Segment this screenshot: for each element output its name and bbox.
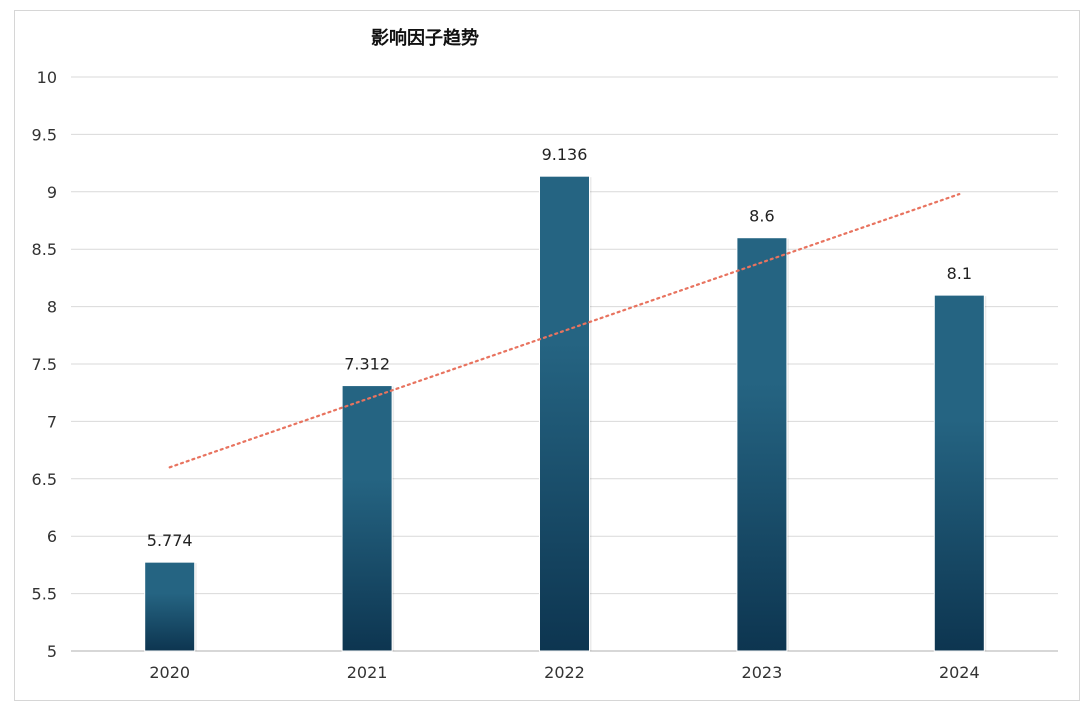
y-tick-label: 9.5 [32,125,57,144]
data-label-2022: 9.136 [542,145,588,164]
y-axis-ticks: 5 5.5 6 6.5 7 7.5 8 8.5 9 9.5 10 [32,68,57,661]
x-tick-label: 2024 [939,663,980,682]
bar-2023 [736,237,788,652]
x-axis-ticks: 2020 2021 2022 2023 2024 [149,663,979,682]
data-label-2024: 8.1 [947,264,972,283]
chart-title: 影响因子趋势 [371,27,479,49]
bar-2024 [933,294,985,652]
data-labels: 5.774 7.312 9.136 8.6 8.1 [147,145,972,550]
x-tick-label: 2020 [149,663,190,682]
y-tick-label: 8 [47,298,57,317]
y-tick-label: 5.5 [32,585,57,604]
y-tick-label: 9 [47,183,57,202]
y-tick-label: 10 [37,68,57,87]
y-tick-label: 6 [47,527,57,546]
bar-2020 [144,561,196,652]
trendline [168,192,961,469]
x-tick-label: 2022 [544,663,585,682]
y-tick-label: 6.5 [32,470,57,489]
bars [144,175,987,652]
chart-frame: 影响因子趋势 5 5.5 6 6.5 7 7.5 8 8.5 9 9.5 10 5.774 7.312… [14,10,1080,701]
y-tick-label: 7.5 [32,355,57,374]
y-tick-label: 5 [47,642,57,661]
chart-svg: 影响因子趋势 5 5.5 6 6.5 7 7.5 8 8.5 9 9.5 10 5.774 7.312… [32,27,1058,682]
bar-2022 [539,175,590,652]
x-tick-label: 2021 [347,663,388,682]
bar-2021 [341,385,393,652]
data-label-2020: 5.774 [147,531,193,550]
data-label-2023: 8.6 [749,207,774,226]
y-tick-label: 8.5 [32,240,57,259]
data-label-2021: 7.312 [344,355,390,374]
y-tick-label: 7 [47,412,57,431]
trendline-group [168,192,961,469]
x-tick-label: 2023 [742,663,783,682]
